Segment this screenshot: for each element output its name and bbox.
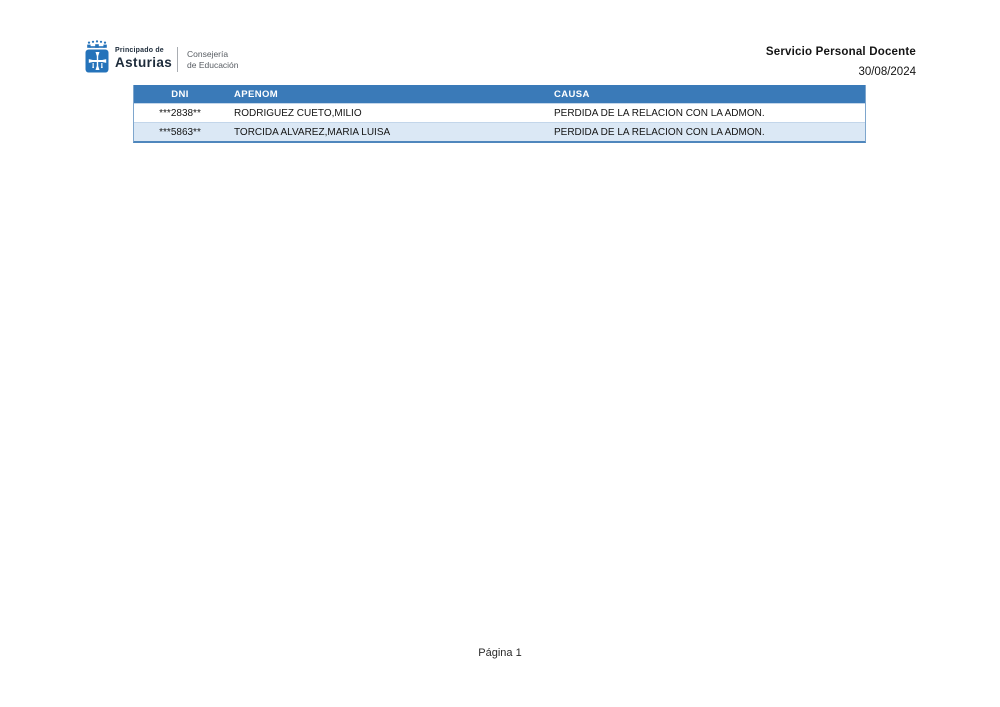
page-number-label: Página 1 — [478, 647, 522, 659]
header-right: Servicio Personal Docente 30/08/2024 — [766, 46, 916, 78]
brand-text: Principado de Asturias — [115, 47, 172, 70]
department-line1: Consejería — [187, 49, 229, 59]
column-header-causa: CAUSA — [554, 88, 590, 100]
column-header-dni: DNI — [171, 88, 189, 100]
cell-dni: ***5863** — [159, 126, 201, 138]
document-title: Servicio Personal Docente — [765, 46, 916, 58]
column-header-apenom: APENOM — [234, 88, 279, 100]
document-date: 30/08/2024 — [858, 66, 916, 78]
table-row: ***5863** TORCIDA ALVAREZ,MARIA LUISA PE… — [134, 122, 865, 141]
department-text: Consejería de Educación — [187, 49, 239, 71]
department-line2: de Educación — [187, 60, 239, 70]
brand-org-line2: Asturias — [115, 55, 173, 70]
cell-apenom: RODRIGUEZ CUETO,MILIO — [234, 107, 362, 119]
cell-causa: PERDIDA DE LA RELACION CON LA ADMON. — [554, 107, 765, 119]
table-row: ***2838** RODRIGUEZ CUETO,MILIO PERDIDA … — [134, 103, 865, 122]
table-header-row: DNI APENOM CAUSA — [134, 85, 865, 103]
brand-org-line1: Principado de — [115, 47, 164, 54]
asturias-logo-icon — [84, 40, 111, 75]
cell-causa: PERDIDA DE LA RELACION CON LA ADMON. — [554, 126, 765, 138]
personnel-table: DNI APENOM CAUSA ***2838** RODRIGUEZ CUE… — [133, 85, 866, 143]
cell-apenom: TORCIDA ALVAREZ,MARIA LUISA — [234, 126, 391, 138]
cell-dni: ***2838** — [159, 107, 201, 119]
brand-divider — [177, 47, 178, 72]
